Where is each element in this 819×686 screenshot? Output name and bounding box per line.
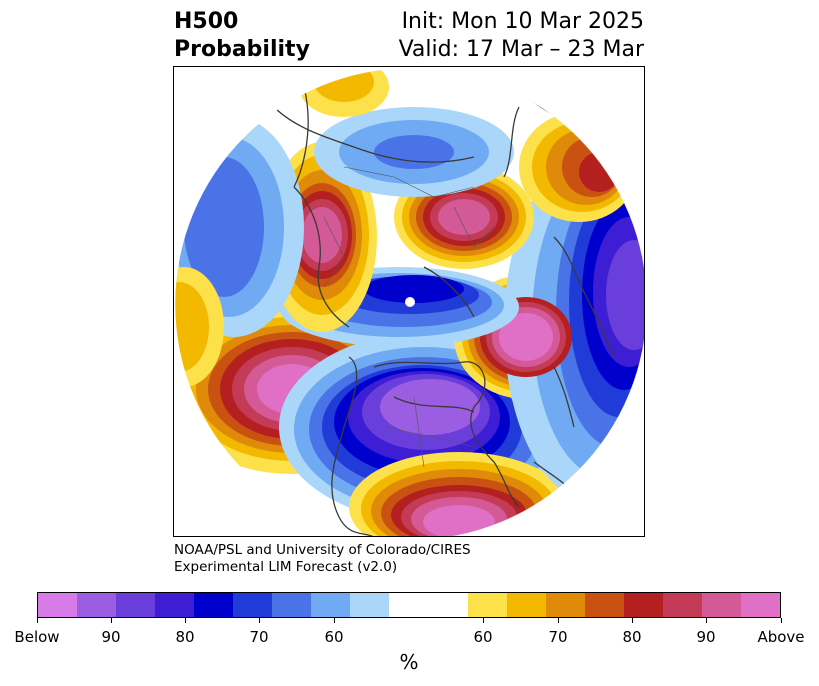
colorbar-tick-label: 80 [175, 628, 195, 646]
colorbar-tick-label: 80 [622, 628, 642, 646]
probability-map [174, 67, 644, 536]
colorbar-tick-label: Below [14, 628, 60, 646]
colorbar-tick-mark [36, 618, 38, 623]
map-panel [173, 66, 645, 537]
colorbar-tick-mark [258, 618, 260, 623]
colorbar-segment [311, 593, 351, 617]
colorbar-unit: % [399, 650, 419, 674]
colorbar-segment [155, 593, 195, 617]
colorbar-segment [740, 593, 780, 617]
title-right: Init: Mon 10 Mar 2025 Valid: 17 Mar – 23… [399, 8, 644, 64]
colorbar-segment [584, 593, 624, 617]
credit-line-1: NOAA/PSL and University of Colorado/CIRE… [174, 542, 471, 558]
colorbar-tick-label: 60 [324, 628, 344, 646]
colorbar-tick-label: 60 [473, 628, 493, 646]
colorbar-segment [506, 593, 546, 617]
colorbar-segment [350, 593, 390, 617]
coastlines [273, 86, 635, 536]
colorbar-tick-mark [184, 618, 186, 623]
colorbar-segment [545, 593, 585, 617]
colorbar-tick-mark [780, 618, 782, 623]
title-left: H500 Probability [174, 8, 310, 64]
colorbar-tick-label: Above [757, 628, 805, 646]
colorbar-segment [194, 593, 234, 617]
credit-line-2: Experimental LIM Forecast (v2.0) [174, 559, 398, 575]
anomaly-low-central-siberia [314, 107, 514, 197]
colorbar-tick-mark [705, 618, 707, 623]
colorbar-tick-mark [333, 618, 335, 623]
colorbar-segment [701, 593, 741, 617]
valid-range: Valid: 17 Mar – 23 Mar [398, 37, 644, 62]
colorbar [37, 592, 781, 618]
colorbar-tick-mark [482, 618, 484, 623]
colorbar-segment [77, 593, 117, 617]
anomaly-high-east-asia [267, 142, 377, 332]
colorbar-tick-label: 90 [101, 628, 121, 646]
colorbar-segment [272, 593, 312, 617]
colorbar-segment [389, 593, 468, 617]
colorbar-tick-mark [110, 618, 112, 623]
anomaly-high-scandinavia [519, 112, 639, 222]
colorbar-segment [116, 593, 156, 617]
colorbar-segment [38, 593, 78, 617]
anomaly-high-west-edge [175, 267, 224, 387]
colorbar-tick-label: 90 [696, 628, 716, 646]
colorbar-segment [662, 593, 702, 617]
colorbar-tick-label: 70 [548, 628, 568, 646]
credit-text: NOAA/PSL and University of Colorado/CIRE… [174, 542, 471, 576]
colorbar-segment [467, 593, 507, 617]
colorbar-tick-mark [631, 618, 633, 623]
variable-title: H500 [174, 9, 239, 34]
colorbar-segment [233, 593, 273, 617]
colorbar-tick-mark [557, 618, 559, 623]
init-date: Init: Mon 10 Mar 2025 [401, 9, 644, 34]
probability-title: Probability [174, 37, 310, 62]
colorbar-segment [623, 593, 663, 617]
colorbar-tick-label: 70 [249, 628, 269, 646]
